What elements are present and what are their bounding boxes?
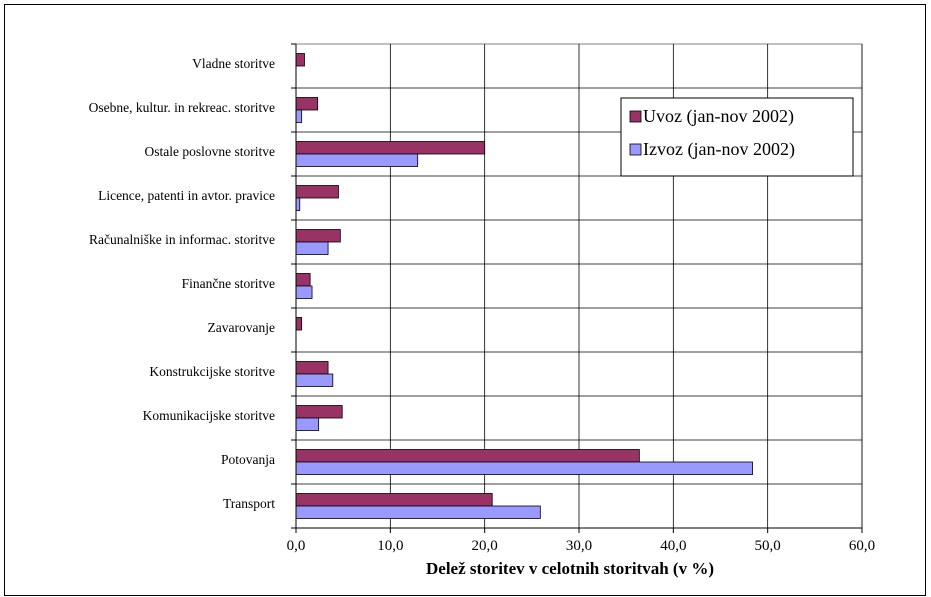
category-label: Osebne, kultur. in rekreac. storitve	[89, 100, 275, 115]
category-label: Potovanja	[221, 452, 275, 467]
x-tick-label: 0,0	[287, 538, 306, 554]
x-axis-title: Delež storitev v celotnih storitvah (v %…	[426, 559, 714, 578]
legend-label: Izvoz (jan-nov 2002)	[643, 139, 795, 160]
category-label: Komunikacijske storitve	[143, 408, 275, 423]
category-labels: Vladne storitve Osebne, kultur. in rekrea…	[89, 56, 276, 511]
uvoz-bar	[295, 185, 339, 199]
uvoz-bar	[295, 53, 305, 67]
izvoz-bar	[295, 285, 313, 299]
category-label: Transport	[223, 496, 275, 511]
x-tick-label: 50,0	[755, 538, 781, 554]
x-tick-label: 40,0	[660, 538, 686, 554]
category-label: Ostale poslovne storitve	[145, 144, 275, 159]
x-tick-label: 20,0	[472, 538, 498, 554]
x-tick-label: 30,0	[566, 538, 592, 554]
uvoz-bar	[295, 97, 319, 111]
uvoz-bar	[295, 141, 486, 155]
uvoz-bar	[295, 405, 343, 419]
uvoz-bar	[295, 449, 640, 463]
izvoz-bar	[295, 153, 419, 167]
x-tick-label: 60,0	[849, 538, 875, 554]
bars	[295, 53, 753, 519]
category-label: Zavarovanje	[208, 320, 275, 335]
uvoz-bar	[295, 317, 303, 331]
x-tick-labels: 0,0 10,0 20,0 30,0 40,0 50,0 60,0	[287, 538, 876, 554]
uvoz-bar	[295, 273, 311, 287]
uvoz-bar	[295, 229, 341, 243]
category-label: Vladne storitve	[192, 56, 275, 71]
category-label: Finančne storitve	[182, 276, 275, 291]
izvoz-bar	[295, 461, 753, 475]
legend-swatch	[629, 143, 642, 156]
izvoz-bar	[295, 109, 303, 123]
legend-swatch	[629, 110, 642, 123]
legend-box	[620, 97, 854, 177]
category-label: Računalniške in informac. storitve	[89, 232, 275, 247]
izvoz-bar	[295, 241, 329, 255]
uvoz-bar	[295, 493, 493, 507]
izvoz-bar	[295, 505, 541, 519]
x-tick-label: 10,0	[377, 538, 403, 554]
uvoz-bar	[295, 361, 329, 375]
category-label: Licence, patenti in avtor. pravice	[98, 188, 275, 203]
legend-label: Uvoz (jan-nov 2002)	[643, 106, 794, 127]
izvoz-bar	[295, 417, 320, 431]
axes	[291, 43, 863, 533]
category-label: Konstrukcijske storitve	[149, 364, 275, 379]
izvoz-bar	[295, 197, 301, 211]
legend: Uvoz (jan-nov 2002) Izvoz (jan-nov 2002)	[620, 97, 854, 177]
izvoz-bar	[295, 373, 334, 387]
